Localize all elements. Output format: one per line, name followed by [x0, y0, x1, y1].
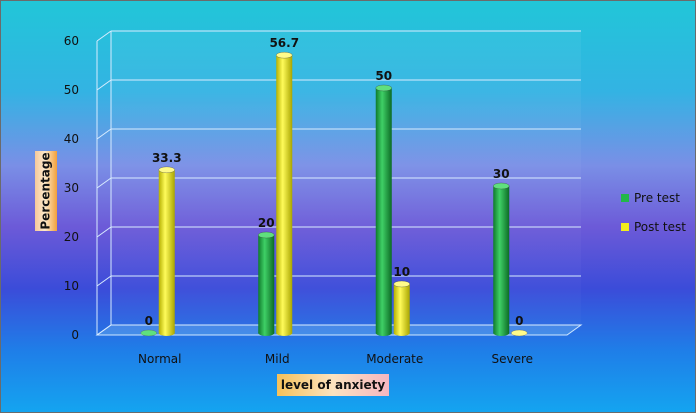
y-tick-label: 0: [71, 328, 79, 342]
y-tick-label: 30: [64, 181, 79, 195]
y-tick-label: 10: [64, 279, 79, 293]
data-label: 10: [393, 265, 410, 279]
y-tick-label: 60: [64, 34, 79, 48]
y-tick-label: 40: [64, 132, 79, 146]
bar: [375, 88, 392, 333]
data-label: 0: [145, 314, 153, 328]
data-label: 20: [258, 216, 275, 230]
data-label: 50: [375, 69, 392, 83]
gridline-depth: [96, 324, 112, 336]
bar: [140, 329, 157, 337]
bar-top: [493, 182, 510, 190]
legend-item-post-test: Post test: [621, 220, 686, 234]
bar-base: [375, 330, 392, 336]
y-axis-title: Percentage: [35, 151, 57, 231]
bar-base: [258, 330, 275, 336]
bar-top: [375, 84, 392, 92]
bar: [393, 284, 410, 333]
bar: [258, 235, 275, 333]
gridline-depth: [96, 226, 112, 238]
x-tick-label: Normal: [138, 352, 181, 366]
bar-top: [258, 231, 275, 239]
y-tick-label: 20: [64, 230, 79, 244]
bar-base: [393, 330, 410, 336]
data-label: 33.3: [152, 151, 182, 165]
bar: [511, 329, 528, 337]
bar: [158, 169, 175, 333]
legend-item-pre-test: Pre test: [621, 191, 680, 205]
x-tick-label: Mild: [265, 352, 290, 366]
gridline-depth: [96, 177, 112, 189]
gridline-depth: [96, 128, 112, 140]
x-axis-title: level of anxiety: [277, 374, 389, 396]
x-tick-label: Severe: [491, 352, 533, 366]
legend-swatch-pre-test: [621, 194, 629, 202]
gridline-depth: [96, 79, 112, 91]
data-label: 0: [515, 314, 523, 328]
gridline-depth: [96, 275, 112, 287]
bar-base: [493, 330, 510, 336]
bar: [276, 55, 293, 334]
data-label: 30: [493, 167, 510, 181]
y-axis-title-text: Percentage: [39, 152, 53, 230]
bar-top: [276, 52, 293, 59]
bar-top: [393, 280, 410, 288]
data-label: 56.7: [269, 36, 299, 50]
legend-label-post-test: Post test: [634, 220, 686, 234]
bar-top: [158, 166, 175, 173]
legend-swatch-post-test: [621, 223, 629, 231]
bar: [493, 186, 510, 333]
gridline-depth: [96, 30, 112, 42]
bar-base: [276, 330, 293, 336]
bar-base: [158, 330, 175, 336]
legend-label-pre-test: Pre test: [634, 191, 680, 205]
x-tick-label: Moderate: [366, 352, 423, 366]
y-tick-label: 50: [64, 83, 79, 97]
